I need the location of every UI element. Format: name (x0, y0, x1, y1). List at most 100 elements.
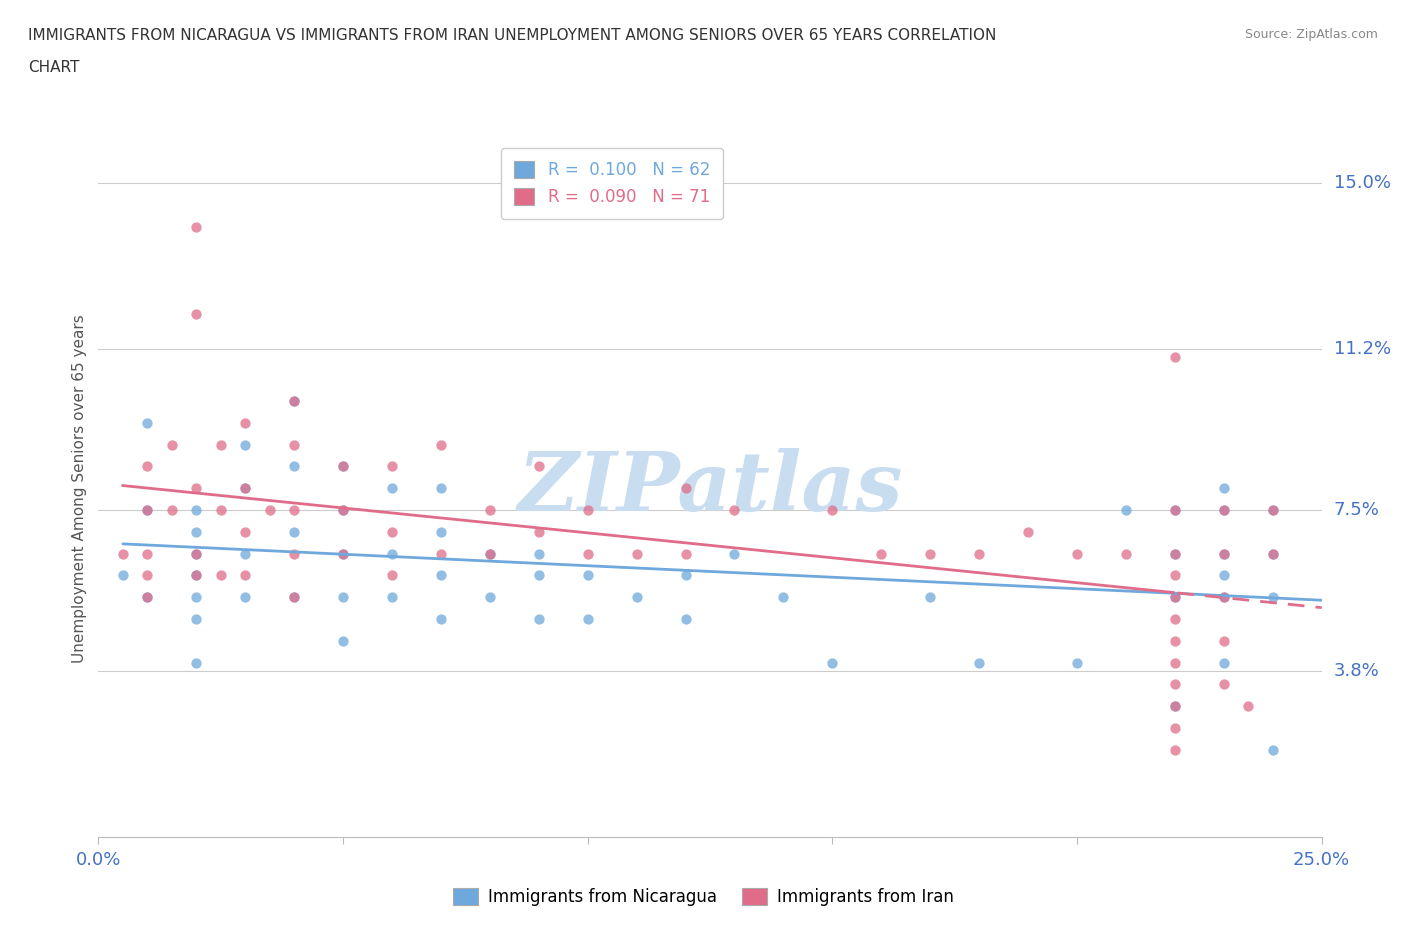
Point (478, 590, 501, 604)
Point (186, 219, 208, 234)
Point (478, 546, 501, 561)
Point (967, 546, 990, 561)
Point (136, 502, 159, 517)
Point (1164, 698, 1187, 713)
Legend: Immigrants from Nicaragua, Immigrants from Iran: Immigrants from Nicaragua, Immigrants fr… (446, 881, 960, 912)
Text: ZIPatlas: ZIPatlas (517, 448, 903, 528)
Point (381, 568, 404, 583)
Point (136, 546, 159, 561)
Point (1164, 350, 1187, 365)
Point (186, 525, 208, 539)
Point (1164, 677, 1187, 692)
Point (1164, 721, 1187, 736)
Text: 15.0%: 15.0% (1334, 174, 1391, 193)
Point (186, 546, 208, 561)
Point (1212, 481, 1234, 496)
Point (332, 459, 354, 474)
Point (332, 502, 354, 517)
Point (675, 481, 697, 496)
Point (920, 546, 942, 561)
Point (1115, 502, 1137, 517)
Point (332, 546, 354, 561)
Point (111, 568, 134, 583)
Text: IMMIGRANTS FROM NICARAGUA VS IMMIGRANTS FROM IRAN UNEMPLOYMENT AMONG SENIORS OVE: IMMIGRANTS FROM NICARAGUA VS IMMIGRANTS … (28, 28, 997, 43)
Point (136, 502, 159, 517)
Point (283, 546, 305, 561)
Text: 11.2%: 11.2% (1334, 339, 1391, 358)
Point (283, 590, 305, 604)
Point (430, 525, 453, 539)
Point (209, 437, 232, 452)
Point (1164, 590, 1187, 604)
Point (233, 568, 256, 583)
Point (772, 590, 794, 604)
Point (1164, 502, 1187, 517)
Point (209, 502, 232, 517)
Point (136, 590, 159, 604)
Point (186, 307, 208, 322)
Point (186, 612, 208, 627)
Point (626, 546, 648, 561)
Point (233, 416, 256, 431)
Point (332, 590, 354, 604)
Point (381, 546, 404, 561)
Point (1164, 742, 1187, 757)
Point (111, 546, 134, 561)
Point (1017, 525, 1039, 539)
Point (1237, 698, 1260, 713)
Point (381, 459, 404, 474)
Text: 3.8%: 3.8% (1334, 662, 1379, 681)
Point (186, 481, 208, 496)
Point (527, 459, 550, 474)
Point (478, 546, 501, 561)
Point (283, 393, 305, 408)
Point (283, 502, 305, 517)
Point (233, 481, 256, 496)
Point (209, 568, 232, 583)
Point (967, 655, 990, 670)
Point (233, 546, 256, 561)
Point (1261, 502, 1284, 517)
Point (136, 568, 159, 583)
Point (1164, 655, 1187, 670)
Point (821, 502, 844, 517)
Point (186, 568, 208, 583)
Point (478, 502, 501, 517)
Point (332, 502, 354, 517)
Text: 7.5%: 7.5% (1334, 501, 1379, 519)
Point (283, 590, 305, 604)
Point (527, 525, 550, 539)
Point (576, 502, 599, 517)
Point (1212, 590, 1234, 604)
Point (1164, 546, 1187, 561)
Text: Source: ZipAtlas.com: Source: ZipAtlas.com (1244, 28, 1378, 41)
Point (136, 590, 159, 604)
Point (870, 546, 893, 561)
Point (160, 502, 183, 517)
Y-axis label: Unemployment Among Seniors over 65 years: Unemployment Among Seniors over 65 years (72, 314, 87, 662)
Point (332, 633, 354, 648)
Point (1066, 546, 1088, 561)
Point (675, 568, 697, 583)
Point (136, 416, 159, 431)
Point (1261, 502, 1284, 517)
Point (675, 612, 697, 627)
Legend: R =  0.100   N = 62, R =  0.090   N = 71: R = 0.100 N = 62, R = 0.090 N = 71 (501, 148, 723, 219)
Point (1164, 698, 1187, 713)
Point (1164, 568, 1187, 583)
Point (430, 612, 453, 627)
Point (1066, 655, 1088, 670)
Point (1212, 568, 1234, 583)
Point (675, 546, 697, 561)
Point (381, 525, 404, 539)
Point (283, 459, 305, 474)
Point (1261, 546, 1284, 561)
Point (381, 590, 404, 604)
Point (430, 546, 453, 561)
Point (186, 590, 208, 604)
Point (1212, 546, 1234, 561)
Point (186, 568, 208, 583)
Point (1261, 546, 1284, 561)
Point (186, 502, 208, 517)
Point (332, 546, 354, 561)
